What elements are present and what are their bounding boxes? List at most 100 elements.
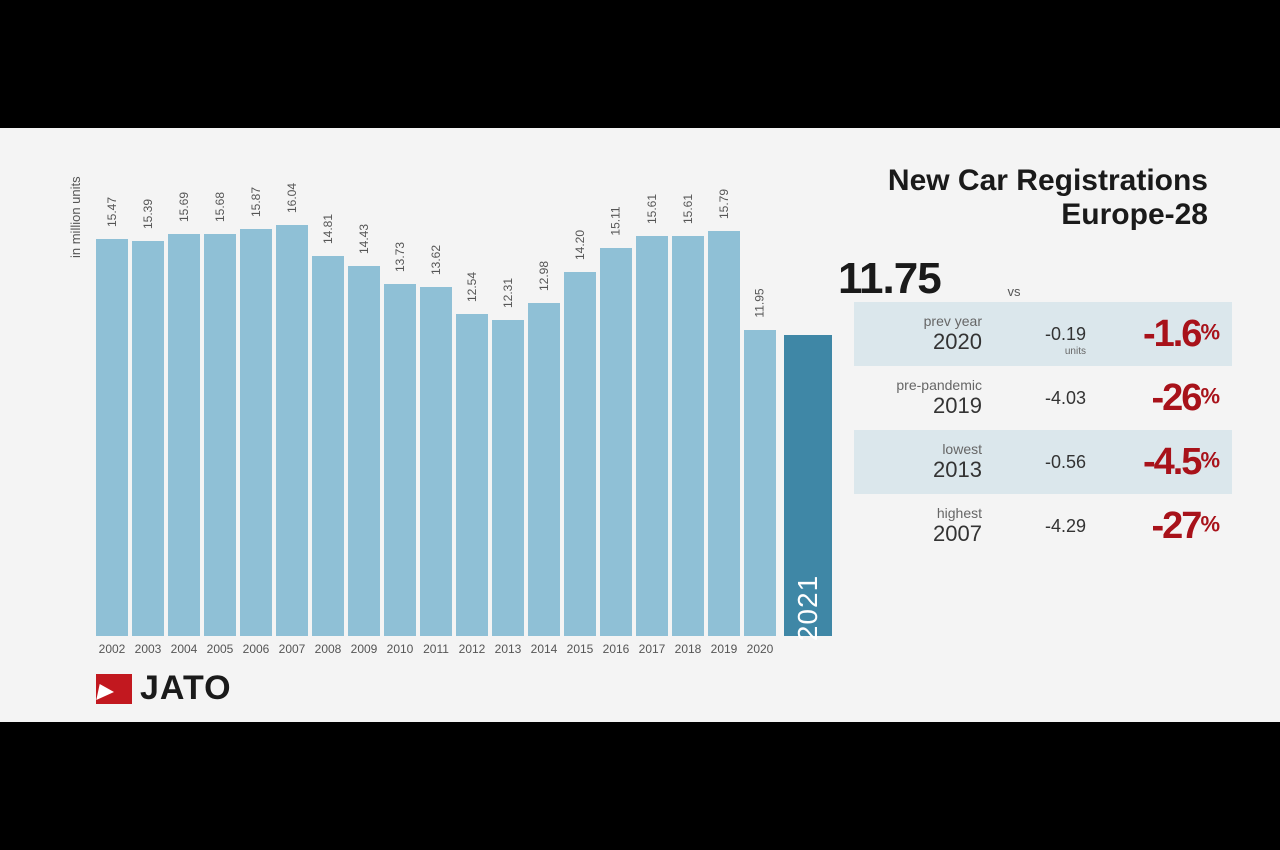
letterbox-top xyxy=(0,0,1280,128)
bar-value-label: 13.73 xyxy=(393,242,407,272)
bar-year-label: 2007 xyxy=(279,642,306,656)
comparison-label-top: pre-pandemic xyxy=(854,378,982,393)
bar-value-label: 11.95 xyxy=(753,288,767,317)
comparison-label: prev year2020 xyxy=(854,314,994,354)
comparison-label-year: 2020 xyxy=(854,330,982,354)
comparison-label-year: 2013 xyxy=(854,458,982,482)
bar-col: 11.95 xyxy=(744,176,776,636)
x-axis-labels: 2002200320042005200620072008200920102011… xyxy=(96,640,776,658)
bar-rect xyxy=(276,225,308,636)
bar-year-label: 2014 xyxy=(531,642,558,656)
bar-year-label: 2015 xyxy=(567,642,594,656)
bar-col: 15.79 xyxy=(708,176,740,636)
bar-col: 15.87 xyxy=(240,176,272,636)
comparison-label: pre-pandemic2019 xyxy=(854,378,994,418)
bar-value-label: 15.87 xyxy=(249,187,263,217)
comparison-label-top: lowest xyxy=(854,442,982,457)
bar-rect xyxy=(204,234,236,636)
bar-rect xyxy=(528,303,560,636)
comparison-table: prev year2020-0.19units-1.6%pre-pandemic… xyxy=(854,302,1232,558)
bar-value-label: 15.39 xyxy=(141,199,155,229)
comparison-diff: -0.56 xyxy=(994,452,1094,473)
bar-rect xyxy=(456,314,488,636)
comparison-row: pre-pandemic2019-4.03-26% xyxy=(854,366,1232,430)
bar-year-label: 2006 xyxy=(243,642,270,656)
bar-value-label: 15.69 xyxy=(177,192,191,222)
bar-value-label: 12.31 xyxy=(501,278,515,308)
bar-col: 14.81 xyxy=(312,176,344,636)
comparison-diff: -0.19units xyxy=(994,324,1094,345)
bar-value-label: 15.61 xyxy=(681,194,695,224)
comparison-row: prev year2020-0.19units-1.6% xyxy=(854,302,1232,366)
bar-value-label: 13.62 xyxy=(429,245,443,275)
bar-col: 14.20 xyxy=(564,176,596,636)
bar-value-label: 16.04 xyxy=(285,183,299,213)
bar-year-label: 2005 xyxy=(207,642,234,656)
highlight-bar-year: 2021 xyxy=(792,575,824,641)
comparison-diff: -4.03 xyxy=(994,388,1094,409)
bar-rect xyxy=(564,272,596,636)
bar-col: 15.39 xyxy=(132,176,164,636)
highlight-bar-2021: 2021 xyxy=(784,335,832,636)
bar-year-label: 2008 xyxy=(315,642,342,656)
bar-year-label: 2004 xyxy=(171,642,198,656)
bar-col: 12.31 xyxy=(492,176,524,636)
bar-col: 15.61 xyxy=(672,176,704,636)
bar-rect xyxy=(132,241,164,636)
comparison-label-top: highest xyxy=(854,506,982,521)
bar-year-label: 2018 xyxy=(675,642,702,656)
infographic-panel: New Car Registrations Europe-28 in milli… xyxy=(0,128,1280,722)
comparison-row: highest2007 -4.29-27% xyxy=(854,494,1232,558)
bar-value-label: 15.61 xyxy=(645,194,659,224)
bar-rect xyxy=(420,287,452,636)
bar-col: 15.47 xyxy=(96,176,128,636)
comparison-pct: -1.6% xyxy=(1094,313,1220,356)
bar-year-label: 2011 xyxy=(423,642,449,656)
comparison-label-top: prev year xyxy=(854,314,982,329)
bar-year-label: 2020 xyxy=(747,642,774,656)
bar-value-label: 15.79 xyxy=(717,189,731,219)
title-line-2: Europe-28 xyxy=(888,198,1208,232)
comparison-units: units xyxy=(1065,346,1086,357)
bar-rect xyxy=(744,330,776,636)
bar-rect xyxy=(240,229,272,636)
bar-value-label: 14.43 xyxy=(357,224,371,254)
bar-rect xyxy=(636,236,668,636)
comparison-pct: -27% xyxy=(1094,505,1220,548)
bar-value-label: 12.54 xyxy=(465,272,479,302)
y-axis-label: in million units xyxy=(68,176,83,258)
bar-value-label: 14.20 xyxy=(573,230,587,260)
bar-value-label: 12.98 xyxy=(537,261,551,291)
bar-value-label: 15.11 xyxy=(609,207,623,236)
comparison-label: lowest2013 xyxy=(854,442,994,482)
chart-title: New Car Registrations Europe-28 xyxy=(888,164,1208,232)
logo-text: JATO xyxy=(140,669,232,708)
bar-year-label: 2003 xyxy=(135,642,162,656)
logo-mark-icon xyxy=(96,674,132,704)
comparison-label-year: 2007 xyxy=(854,522,982,546)
bar-year-label: 2019 xyxy=(711,642,738,656)
bar-rect xyxy=(672,236,704,636)
bar-col: 16.04 xyxy=(276,176,308,636)
bar-rect xyxy=(384,284,416,636)
letterbox-bottom xyxy=(0,722,1280,850)
jato-logo: JATO xyxy=(96,669,232,708)
vs-header: vs xyxy=(820,284,1208,299)
title-line-1: New Car Registrations xyxy=(888,164,1208,198)
bar-rect xyxy=(168,234,200,636)
bar-col: 13.62 xyxy=(420,176,452,636)
bar-col: 12.98 xyxy=(528,176,560,636)
comparison-pct: -26% xyxy=(1094,377,1220,420)
bar-col: 15.68 xyxy=(204,176,236,636)
bar-col: 15.11 xyxy=(600,176,632,636)
bar-year-label: 2009 xyxy=(351,642,378,656)
bar-col: 12.54 xyxy=(456,176,488,636)
bar-value-label: 15.68 xyxy=(213,192,227,222)
bar-rect xyxy=(708,231,740,636)
bar-col: 13.73 xyxy=(384,176,416,636)
bar-col: 14.43 xyxy=(348,176,380,636)
comparison-pct: -4.5% xyxy=(1094,441,1220,484)
bar-rect xyxy=(96,239,128,636)
bar-year-label: 2010 xyxy=(387,642,414,656)
comparison-diff: -4.29 xyxy=(994,516,1094,537)
